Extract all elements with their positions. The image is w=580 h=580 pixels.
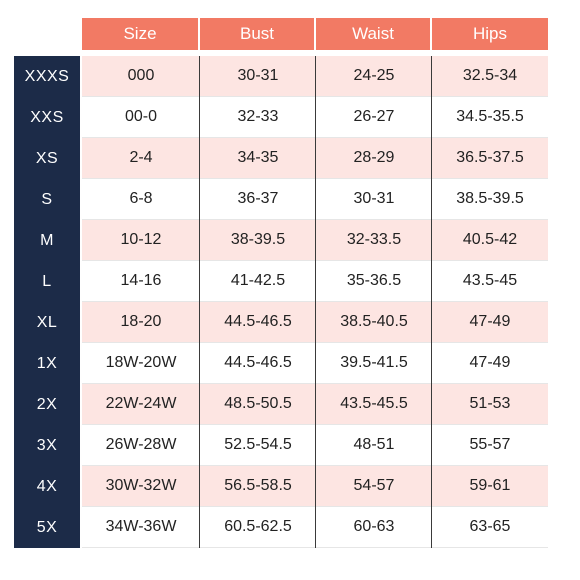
size-cell: 30W-32W bbox=[82, 466, 200, 507]
table-row: 34W-36W 60.5-62.5 60-63 63-65 bbox=[82, 507, 548, 548]
header-waist: Waist bbox=[316, 18, 430, 50]
hips-cell: 36.5-37.5 bbox=[432, 138, 548, 179]
size-label: XXXS bbox=[24, 67, 70, 85]
hips-cell: 63-65 bbox=[432, 507, 548, 548]
size-label: M bbox=[40, 231, 54, 249]
bust-cell: 56.5-58.5 bbox=[200, 466, 316, 507]
hips-cell: 55-57 bbox=[432, 425, 548, 466]
hips-cell: 43.5-45 bbox=[432, 261, 548, 302]
waist-cell: 26-27 bbox=[316, 97, 432, 138]
size-label: 3X bbox=[36, 436, 58, 454]
waist-cell: 39.5-41.5 bbox=[316, 343, 432, 384]
size-label: 2X bbox=[36, 395, 58, 413]
hips-cell: 51-53 bbox=[432, 384, 548, 425]
bust-cell: 48.5-50.5 bbox=[200, 384, 316, 425]
bust-cell: 30-31 bbox=[200, 56, 316, 97]
waist-cell: 54-57 bbox=[316, 466, 432, 507]
table-row: 30W-32W 56.5-58.5 54-57 59-61 bbox=[82, 466, 548, 507]
table-row: 22W-24W 48.5-50.5 43.5-45.5 51-53 bbox=[82, 384, 548, 425]
hips-cell: 34.5-35.5 bbox=[432, 97, 548, 138]
size-cell: 2-4 bbox=[82, 138, 200, 179]
header-hips: Hips bbox=[432, 18, 548, 50]
table-row: 18-20 44.5-46.5 38.5-40.5 47-49 bbox=[82, 302, 548, 343]
waist-cell: 43.5-45.5 bbox=[316, 384, 432, 425]
waist-cell: 38.5-40.5 bbox=[316, 302, 432, 343]
waist-cell: 60-63 bbox=[316, 507, 432, 548]
size-cell: 26W-28W bbox=[82, 425, 200, 466]
size-label: 4X bbox=[36, 477, 58, 495]
waist-cell: 24-25 bbox=[316, 56, 432, 97]
size-cell: 22W-24W bbox=[82, 384, 200, 425]
bust-cell: 32-33 bbox=[200, 97, 316, 138]
hips-cell: 47-49 bbox=[432, 343, 548, 384]
hips-cell: 40.5-42 bbox=[432, 220, 548, 261]
size-cell: 14-16 bbox=[82, 261, 200, 302]
size-cell: 34W-36W bbox=[82, 507, 200, 548]
column-divider bbox=[199, 56, 200, 548]
bust-cell: 41-42.5 bbox=[200, 261, 316, 302]
table-row: 10-12 38-39.5 32-33.5 40.5-42 bbox=[82, 220, 548, 261]
bust-cell: 60.5-62.5 bbox=[200, 507, 316, 548]
hips-cell: 32.5-34 bbox=[432, 56, 548, 97]
size-cell: 18-20 bbox=[82, 302, 200, 343]
hips-cell: 59-61 bbox=[432, 466, 548, 507]
size-label: 5X bbox=[36, 518, 58, 536]
size-label: S bbox=[41, 190, 53, 208]
column-divider bbox=[431, 56, 432, 548]
hips-cell: 47-49 bbox=[432, 302, 548, 343]
header-size: Size bbox=[82, 18, 198, 50]
hips-cell: 38.5-39.5 bbox=[432, 179, 548, 220]
bust-cell: 44.5-46.5 bbox=[200, 302, 316, 343]
waist-cell: 30-31 bbox=[316, 179, 432, 220]
size-label-column: XXXS XXS XS S M L XL 1X 2X 3X 4X 5X bbox=[14, 56, 80, 548]
table-row: 000 30-31 24-25 32.5-34 bbox=[82, 56, 548, 97]
size-cell: 00-0 bbox=[82, 97, 200, 138]
size-cell: 000 bbox=[82, 56, 200, 97]
table-row: 26W-28W 52.5-54.5 48-51 55-57 bbox=[82, 425, 548, 466]
size-label: 1X bbox=[36, 354, 58, 372]
size-label: XXS bbox=[30, 108, 64, 126]
table-row: 00-0 32-33 26-27 34.5-35.5 bbox=[82, 97, 548, 138]
waist-cell: 35-36.5 bbox=[316, 261, 432, 302]
size-cell: 10-12 bbox=[82, 220, 200, 261]
column-divider bbox=[315, 56, 316, 548]
bust-cell: 44.5-46.5 bbox=[200, 343, 316, 384]
bust-cell: 52.5-54.5 bbox=[200, 425, 316, 466]
bust-cell: 34-35 bbox=[200, 138, 316, 179]
size-label: L bbox=[42, 272, 52, 290]
bust-cell: 36-37 bbox=[200, 179, 316, 220]
table-row: 14-16 41-42.5 35-36.5 43.5-45 bbox=[82, 261, 548, 302]
size-cell: 18W-20W bbox=[82, 343, 200, 384]
waist-cell: 32-33.5 bbox=[316, 220, 432, 261]
waist-cell: 48-51 bbox=[316, 425, 432, 466]
table-row: 6-8 36-37 30-31 38.5-39.5 bbox=[82, 179, 548, 220]
size-label: XS bbox=[35, 149, 59, 167]
waist-cell: 28-29 bbox=[316, 138, 432, 179]
bust-cell: 38-39.5 bbox=[200, 220, 316, 261]
size-cell: 6-8 bbox=[82, 179, 200, 220]
size-label: XL bbox=[36, 313, 58, 331]
table-row: 18W-20W 44.5-46.5 39.5-41.5 47-49 bbox=[82, 343, 548, 384]
header-bust: Bust bbox=[200, 18, 314, 50]
table-row: 2-4 34-35 28-29 36.5-37.5 bbox=[82, 138, 548, 179]
